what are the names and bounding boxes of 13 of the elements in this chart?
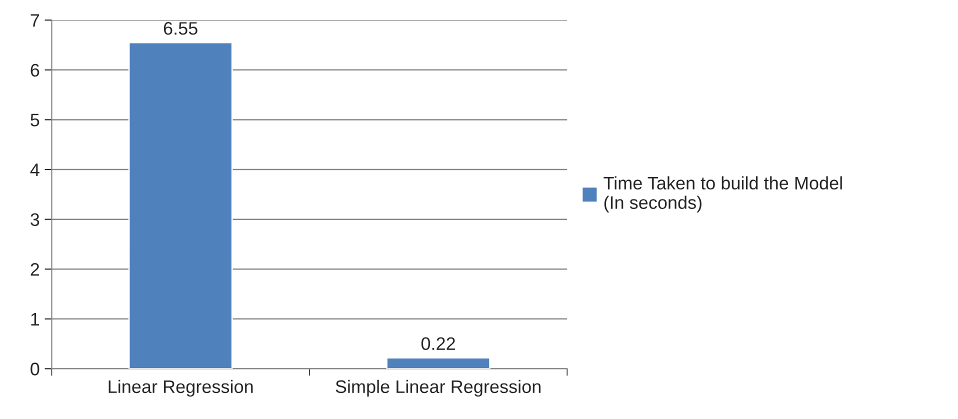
y-tick-label: 6 <box>30 64 40 77</box>
y-tick-label: 1 <box>31 313 40 326</box>
y-tick-label: 7 <box>30 14 40 27</box>
x-tick-label: Linear Regression <box>108 380 253 397</box>
y-tick-label: 2 <box>30 263 40 276</box>
legend-label: Time Taken to build the Model (In seconds) <box>604 176 842 213</box>
data-label: 6.55 <box>164 22 198 35</box>
y-tick-label: 3 <box>30 213 40 226</box>
y-tick-label: 4 <box>30 164 40 176</box>
x-tick-label: Simple Linear Regression <box>336 380 540 397</box>
y-tick-label: 0 <box>30 362 40 376</box>
data-label: 0.22 <box>421 337 455 350</box>
y-tick-label: 5 <box>30 114 40 126</box>
